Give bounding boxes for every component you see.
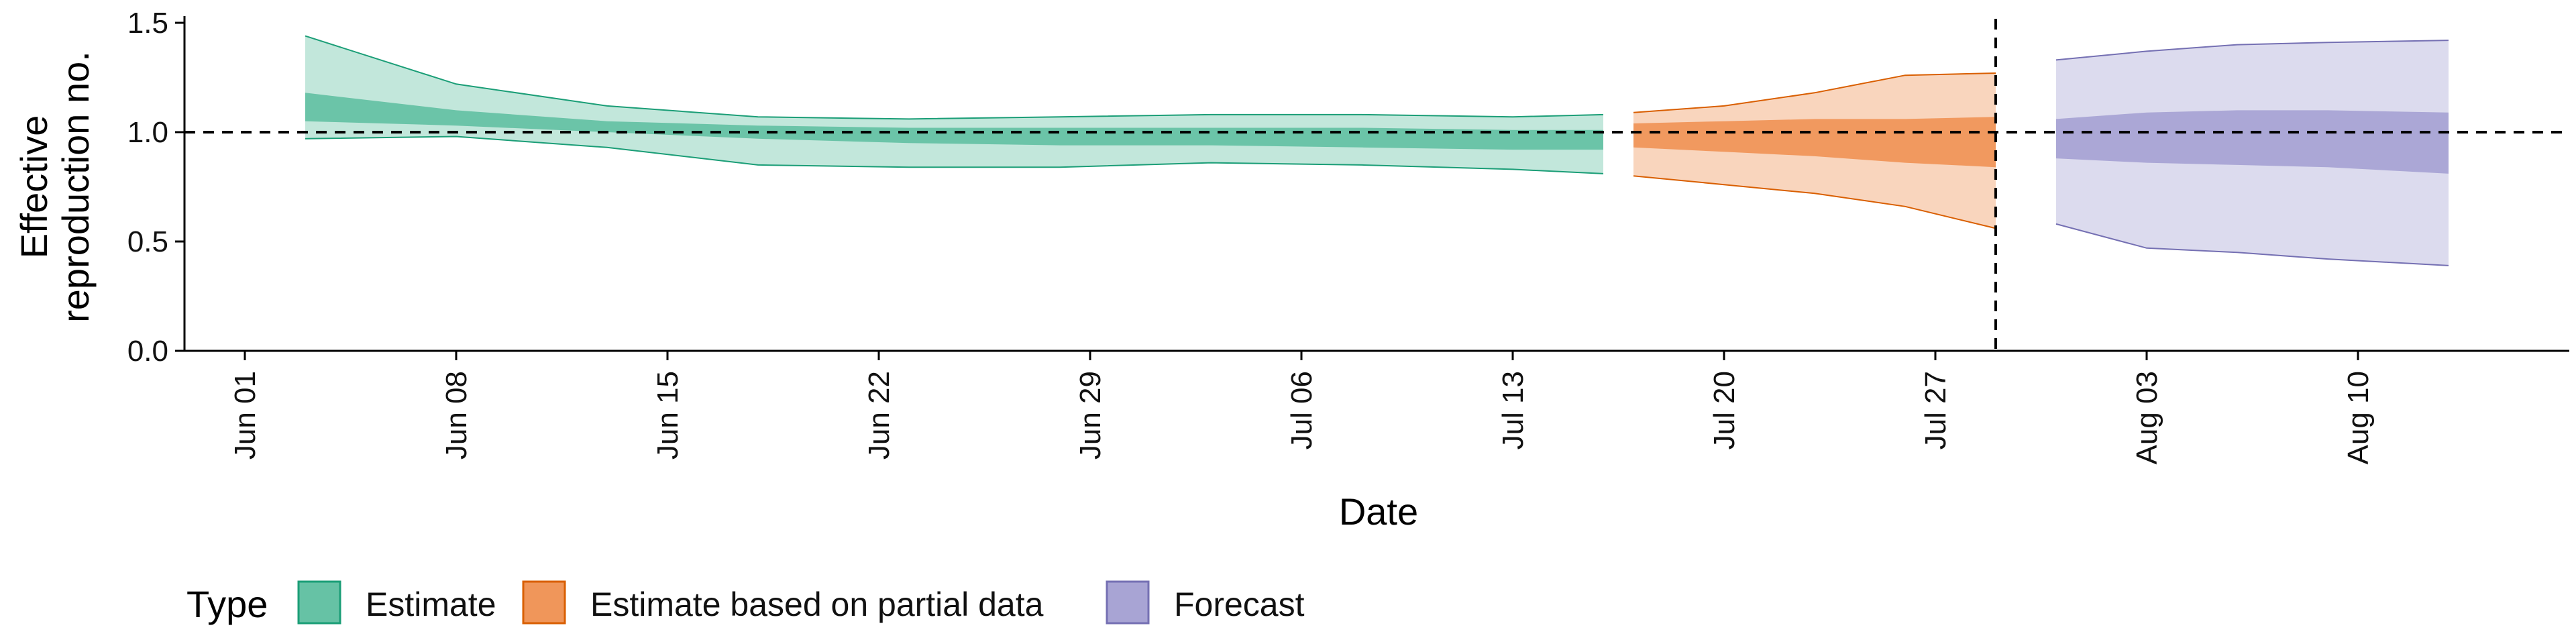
- plot-bands: [305, 35, 2449, 266]
- lower-edge-estimate-based-on-partial-data: [1633, 175, 1996, 229]
- legend-label: Estimate: [366, 586, 496, 623]
- legend-title: Type: [186, 583, 268, 625]
- y-axis-title-line: reproduction no.: [54, 51, 97, 323]
- reference-lines: [184, 19, 2569, 351]
- x-tick-label: Jul 06: [1285, 371, 1318, 449]
- upper-edge-estimate: [305, 35, 1604, 120]
- series-estimate: [305, 35, 1604, 174]
- y-axis-title: Effective reproduction no.: [13, 51, 97, 323]
- y-tick-label: 1.0: [127, 116, 168, 149]
- series-estimate-based-on-partial-data: [1633, 72, 1996, 229]
- x-tick-label: Jul 27: [1919, 371, 1952, 449]
- legend-swatch: [522, 580, 566, 625]
- legend: Type Estimate Estimate based on partial da…: [186, 580, 1305, 625]
- axes: 0.0 0.5 1.0 1.5 Jun 01 Jun 08 Jun 15 Jun 22 Jun …: [127, 7, 2569, 464]
- band-90-estimate: [305, 36, 1603, 174]
- x-tick-label: Aug 10: [2342, 371, 2375, 464]
- upper-edge-estimate-based-on-partial-data: [1633, 72, 1996, 113]
- y-tick-label: 1.5: [127, 7, 168, 40]
- x-tick-label: Jul 20: [1708, 371, 1741, 449]
- x-tick-label: Jun 29: [1074, 371, 1107, 460]
- y-tick-label: 0.5: [127, 225, 168, 258]
- legend-label: Forecast: [1174, 586, 1305, 623]
- band-50-estimate-based-on-partial-data: [1633, 117, 1996, 168]
- x-tick-label: Jun 22: [863, 371, 896, 460]
- band-50-estimate: [305, 93, 1603, 150]
- x-tick-label: Jun 08: [440, 371, 473, 460]
- x-tick-label: Aug 03: [2131, 371, 2163, 464]
- lower-edge-forecast: [2055, 223, 2449, 266]
- legend-swatch: [297, 580, 341, 625]
- band-50-forecast: [2056, 110, 2449, 174]
- x-tick-label: Jun 01: [229, 371, 262, 460]
- y-tick-label: 0.0: [127, 335, 168, 368]
- x-tick-label: Jul 13: [1497, 371, 1529, 449]
- legend-swatch: [1106, 580, 1150, 625]
- x-tick-label: Jun 15: [651, 371, 684, 460]
- series-forecast: [2055, 40, 2449, 266]
- x-axis-title: Date: [1339, 490, 1418, 533]
- legend-label: Estimate based on partial data: [590, 586, 1044, 623]
- lower-edge-estimate: [305, 136, 1604, 174]
- upper-edge-forecast: [2055, 40, 2449, 61]
- y-axis-title-line: Effective: [13, 115, 55, 259]
